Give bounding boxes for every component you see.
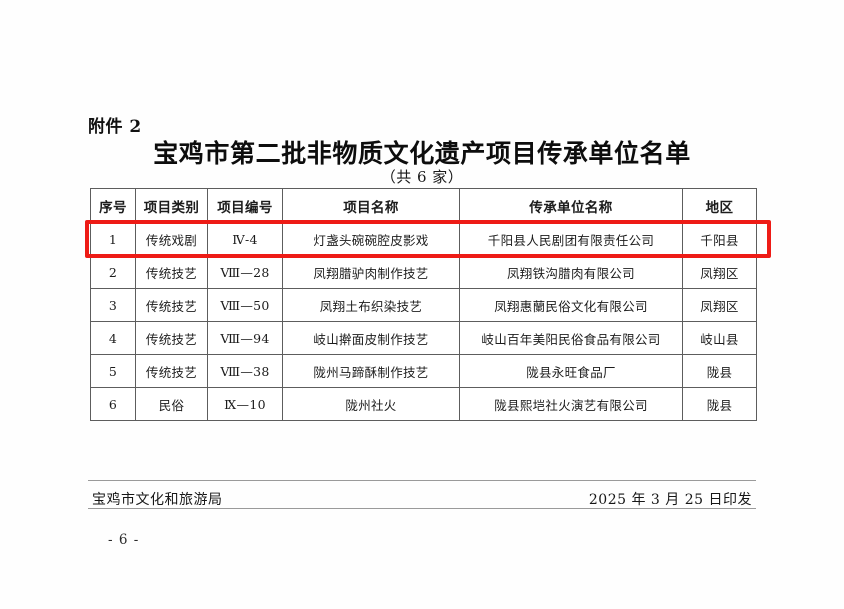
cell-seq: 2 bbox=[90, 255, 136, 289]
cell-name: 凤翔土布织染技艺 bbox=[282, 288, 460, 322]
page-subtitle: （共 6 家） bbox=[380, 168, 464, 186]
cell-region: 陇县 bbox=[682, 387, 757, 421]
cell-region: 陇县 bbox=[682, 354, 757, 388]
cell-seq: 1 bbox=[90, 222, 136, 256]
cell-region: 凤翔区 bbox=[682, 255, 757, 289]
column-header-name: 项目名称 bbox=[282, 188, 460, 223]
inheritance-unit-table: 序号 项目类别 项目编号 项目名称 传承单位名称 地区 1 传统戏剧 Ⅳ-4 灯… bbox=[90, 188, 757, 421]
table-row: 3 传统技艺 Ⅷ—50 凤翔土布织染技艺 凤翔惠蘭民俗文化有限公司 凤翔区 bbox=[90, 288, 757, 322]
footer-divider-top bbox=[88, 480, 756, 481]
table-header-row: 序号 项目类别 项目编号 项目名称 传承单位名称 地区 bbox=[90, 188, 757, 223]
cell-code: Ⅷ—94 bbox=[207, 321, 283, 355]
cell-unit: 凤翔铁沟腊肉有限公司 bbox=[459, 255, 683, 289]
table-row: 1 传统戏剧 Ⅳ-4 灯盏头碗碗腔皮影戏 千阳县人民剧团有限责任公司 千阳县 bbox=[90, 222, 757, 256]
cell-name: 灯盏头碗碗腔皮影戏 bbox=[282, 222, 460, 256]
cell-name: 凤翔腊驴肉制作技艺 bbox=[282, 255, 460, 289]
cell-unit: 千阳县人民剧团有限责任公司 bbox=[459, 222, 683, 256]
cell-name: 陇州马蹄酥制作技艺 bbox=[282, 354, 460, 388]
page-title: 宝鸡市第二批非物质文化遗产项目传承单位名单 bbox=[153, 139, 691, 168]
column-header-code: 项目编号 bbox=[207, 188, 283, 223]
column-header-unit: 传承单位名称 bbox=[459, 188, 683, 223]
cell-category: 传统技艺 bbox=[135, 255, 208, 289]
cell-category: 民俗 bbox=[135, 387, 208, 421]
table-row: 2 传统技艺 Ⅷ—28 凤翔腊驴肉制作技艺 凤翔铁沟腊肉有限公司 凤翔区 bbox=[90, 255, 757, 289]
cell-unit: 凤翔惠蘭民俗文化有限公司 bbox=[459, 288, 683, 322]
cell-unit: 陇县熙垲社火演艺有限公司 bbox=[459, 387, 683, 421]
cell-seq: 3 bbox=[90, 288, 136, 322]
footer-divider-bottom bbox=[88, 508, 756, 509]
table-row: 4 传统技艺 Ⅷ—94 岐山擀面皮制作技艺 岐山百年美阳民俗食品有限公司 岐山县 bbox=[90, 321, 757, 355]
cell-unit: 岐山百年美阳民俗食品有限公司 bbox=[459, 321, 683, 355]
column-header-category: 项目类别 bbox=[135, 188, 208, 223]
cell-name: 陇州社火 bbox=[282, 387, 460, 421]
column-header-region: 地区 bbox=[682, 188, 757, 223]
cell-seq: 5 bbox=[90, 354, 136, 388]
table-row: 5 传统技艺 Ⅷ—38 陇州马蹄酥制作技艺 陇县永旺食品厂 陇县 bbox=[90, 354, 757, 388]
cell-unit: 陇县永旺食品厂 bbox=[459, 354, 683, 388]
cell-region: 岐山县 bbox=[682, 321, 757, 355]
footer-issuer: 宝鸡市文化和旅游局 bbox=[92, 492, 223, 508]
table-row: 6 民俗 Ⅸ—10 陇州社火 陇县熙垲社火演艺有限公司 陇县 bbox=[90, 387, 757, 421]
cell-code: Ⅷ—28 bbox=[207, 255, 283, 289]
cell-code: Ⅷ—50 bbox=[207, 288, 283, 322]
cell-category: 传统技艺 bbox=[135, 354, 208, 388]
column-header-seq: 序号 bbox=[90, 188, 136, 223]
cell-code: Ⅳ-4 bbox=[207, 222, 283, 256]
page-number: - 6 - bbox=[108, 532, 140, 548]
inheritance-unit-table-container: 序号 项目类别 项目编号 项目名称 传承单位名称 地区 1 传统戏剧 Ⅳ-4 灯… bbox=[90, 188, 757, 421]
cell-name: 岐山擀面皮制作技艺 bbox=[282, 321, 460, 355]
cell-code: Ⅷ—38 bbox=[207, 354, 283, 388]
cell-seq: 6 bbox=[90, 387, 136, 421]
cell-category: 传统戏剧 bbox=[135, 222, 208, 256]
attachment-label: 附件 2 bbox=[88, 117, 142, 137]
cell-code: Ⅸ—10 bbox=[207, 387, 283, 421]
cell-seq: 4 bbox=[90, 321, 136, 355]
footer-issue-date: 2025 年 3 月 25 日印发 bbox=[588, 492, 752, 508]
cell-region: 千阳县 bbox=[682, 222, 757, 256]
cell-region: 凤翔区 bbox=[682, 288, 757, 322]
cell-category: 传统技艺 bbox=[135, 288, 208, 322]
cell-category: 传统技艺 bbox=[135, 321, 208, 355]
